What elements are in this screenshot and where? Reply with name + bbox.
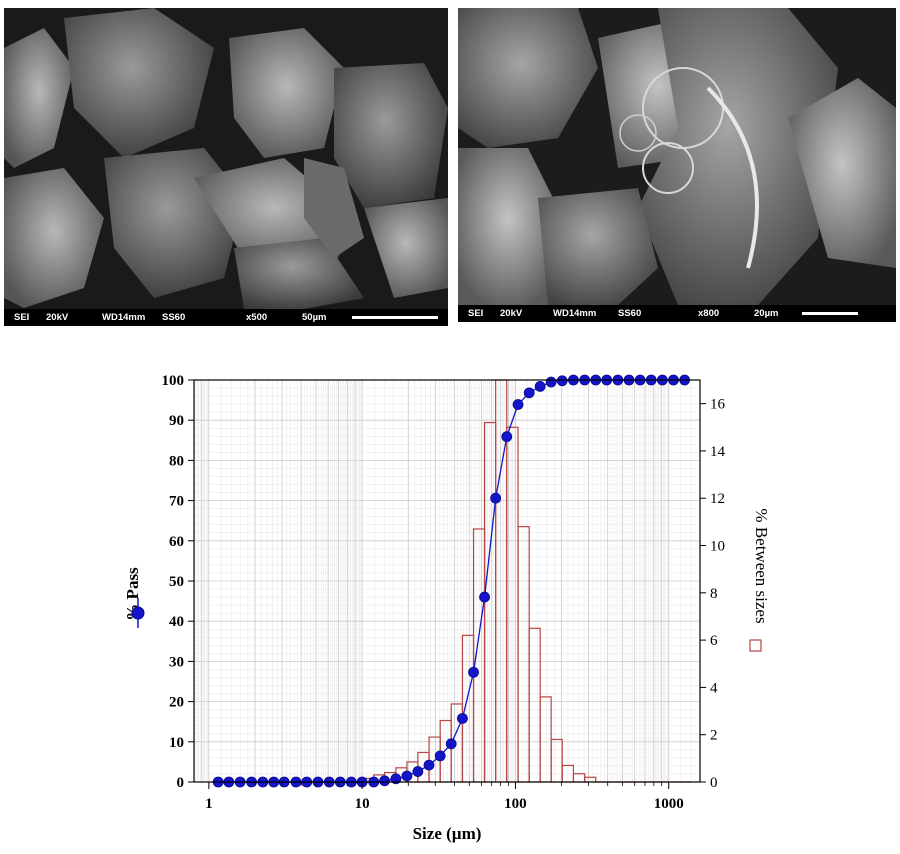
x-tick-label: 1000 xyxy=(654,796,684,812)
sem-spot-size: SS60 xyxy=(618,308,642,319)
y-left-tick-label: 50 xyxy=(169,574,184,590)
x-tick-label: 100 xyxy=(504,796,527,812)
y-right-tick-label: 4 xyxy=(710,680,718,696)
sem-micrograph-x500: SEI 20kV WD14mm SS60 x500 50µm xyxy=(4,8,448,326)
pass-point xyxy=(423,759,435,771)
sem-magnification: x500 xyxy=(246,312,268,323)
sem-spot-size: SS60 xyxy=(162,312,186,323)
sem-working-distance: WD14mm xyxy=(102,312,146,323)
y-left-tick-label: 80 xyxy=(169,453,184,469)
y-right-tick-label: 8 xyxy=(710,586,718,602)
pass-point xyxy=(501,431,513,443)
y-left-tick-label: 40 xyxy=(169,614,184,630)
x-tick-label: 10 xyxy=(355,796,370,812)
y-right-tick-label: 10 xyxy=(710,539,725,555)
pass-point xyxy=(457,713,468,724)
pass-point xyxy=(479,591,490,603)
sem-micrograph-x800: SEI 20kV WD14mm SS60 x800 20µm xyxy=(458,8,896,322)
pass-point xyxy=(523,387,535,399)
legend-pass-marker xyxy=(131,606,145,620)
y-right-tick-label: 6 xyxy=(710,633,718,649)
sem-image-texture xyxy=(458,8,896,305)
legend-histogram-marker xyxy=(749,639,762,652)
histogram-bar xyxy=(584,776,597,783)
pass-point xyxy=(445,738,457,750)
pass-point xyxy=(490,492,502,504)
y-left-tick-label: 20 xyxy=(169,695,184,711)
pass-point xyxy=(379,775,390,787)
sem-voltage: 20kV xyxy=(46,312,69,323)
pass-point xyxy=(556,375,568,387)
y-right-tick-label: 14 xyxy=(710,444,726,460)
sem-scale-label: 50µm xyxy=(302,312,327,323)
sem-scale-bar xyxy=(802,312,858,315)
y-left-tick-label: 70 xyxy=(169,494,184,510)
y-left-tick-label: 90 xyxy=(169,413,184,429)
pass-point xyxy=(390,773,402,785)
sem-detector: SEI xyxy=(468,308,484,319)
sem-scale-bar xyxy=(352,316,438,319)
pass-point xyxy=(468,666,479,678)
y-axis-left-group: % Pass xyxy=(123,567,145,628)
histogram-bar xyxy=(550,738,563,783)
y-left-tick-label: 30 xyxy=(169,654,184,670)
sem-image-texture xyxy=(4,8,448,309)
y-right-tick-label: 0 xyxy=(710,775,718,791)
y-right-tick-label: 2 xyxy=(710,728,718,744)
sem-info-bar: SEI 20kV WD14mm SS60 x800 20µm xyxy=(458,305,896,322)
sem-voltage: 20kV xyxy=(500,308,523,319)
sem-working-distance: WD14mm xyxy=(553,308,597,319)
pass-point xyxy=(401,770,413,782)
pass-point xyxy=(434,750,446,762)
grid xyxy=(193,379,701,783)
y-axis-right-group: % Between sizes xyxy=(749,508,771,652)
sem-magnification: x800 xyxy=(698,308,720,319)
y-left-tick-label: 60 xyxy=(169,534,184,550)
sem-scale-label: 20µm xyxy=(754,308,779,319)
pass-point xyxy=(534,381,546,392)
pass-point xyxy=(412,766,424,777)
sem-detector: SEI xyxy=(14,312,30,323)
y-left-tick-label: 10 xyxy=(169,735,184,751)
y-axis-right-label: % Between sizes xyxy=(752,508,771,623)
pass-point xyxy=(512,399,524,410)
sem-info-bar: SEI 20kV WD14mm SS60 x500 50µm xyxy=(4,309,448,326)
y-right-tick-label: 12 xyxy=(710,491,725,507)
y-left-tick-label: 0 xyxy=(177,775,185,791)
histogram-bar xyxy=(528,627,541,783)
pass-point xyxy=(545,376,557,388)
y-right-tick-label: 16 xyxy=(710,397,726,413)
pass-series xyxy=(212,374,691,788)
x-axis-label: Size (µm) xyxy=(413,824,482,843)
x-tick-label: 1 xyxy=(205,796,213,812)
y-left-tick-label: 100 xyxy=(162,373,185,389)
